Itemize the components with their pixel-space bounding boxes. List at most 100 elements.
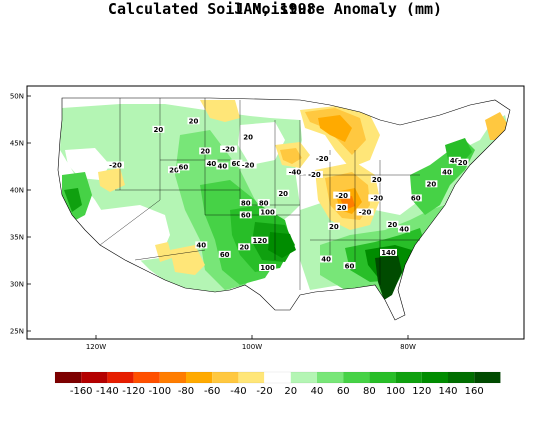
contour-label: 80 (259, 199, 269, 207)
contour-label: 20 (337, 204, 347, 212)
contour-label: 20 (189, 118, 199, 126)
contour-label: -20 (109, 162, 122, 170)
legend-swatch (212, 372, 239, 383)
contour-label-bg (242, 133, 255, 141)
contour-label: 60 (241, 212, 251, 220)
contour-label: 60 (345, 262, 355, 270)
legend-swatch (317, 372, 344, 383)
contour-label-bg (380, 248, 397, 256)
map-frame (26, 85, 525, 340)
legend-label: 140 (438, 386, 457, 397)
contour-label-bg (386, 220, 399, 228)
lat-tick-label: 30N (10, 281, 24, 289)
legend-label: -120 (122, 386, 145, 397)
anomaly-region-140-160-southeast (375, 255, 402, 300)
anomaly-region-near-zero-southwest (98, 205, 170, 262)
contour-label-bg (448, 156, 461, 164)
contour-label: 60 (411, 195, 421, 203)
contour-label: 80 (241, 199, 251, 207)
contour-label-bg (409, 194, 422, 202)
contour-label: -20 (316, 155, 329, 163)
lon-tick-label: 100W (242, 343, 262, 351)
color-legend: -160 -140 -120 -100 -80 -60 -40 -20 20 40 60 80 100 1… (54, 371, 501, 397)
contour-label: 60 (232, 160, 242, 168)
contour-label: -20 (359, 209, 372, 217)
contour-label: 20 (427, 181, 437, 189)
map-title: Calculated Soil Moisture Anomaly (mm) (107, 0, 443, 18)
contour-label-bg (327, 222, 340, 230)
anomaly-region-near-zero-plains (238, 122, 285, 165)
contour-label-bg (195, 241, 208, 249)
legend-swatch (264, 371, 292, 384)
contour-label-bg (251, 236, 269, 244)
contour-label: -20 (335, 192, 348, 200)
contour-label: 20 (243, 134, 253, 142)
anomaly-region-minus-40-iowa (280, 148, 302, 164)
contour-label: 40 (207, 160, 217, 168)
contour-label-bg (320, 255, 333, 263)
contour-label-bg (168, 166, 180, 174)
contour-label-bg (177, 163, 190, 171)
contour-label: 20 (239, 243, 249, 251)
legend-label: -40 (230, 386, 246, 397)
latitude-axis: 50N 45N 40N 35N 30N 25N (10, 93, 31, 336)
legend-border (54, 371, 501, 384)
contour-label-bg (238, 243, 251, 251)
anomaly-region-80-100-california (64, 188, 82, 212)
map-graticule-and-borders (57, 97, 511, 321)
contour-label-bg (259, 263, 277, 271)
contour-label-bg (425, 180, 438, 188)
lat-tick-label: 50N (10, 93, 24, 101)
contour-label: 60 (178, 164, 188, 172)
legend-swatch (133, 372, 160, 383)
legend-swatch (290, 372, 317, 383)
contour-label-bg (152, 125, 165, 133)
anomaly-region-minus-20-northern-plains (200, 100, 240, 122)
map-subtitle: JAN, 1998 (234, 0, 316, 18)
legend-swatch (55, 372, 82, 383)
lon-tick-label: 80W (400, 343, 416, 351)
lat-tick-label: 40N (10, 187, 24, 195)
contour-label: 40 (442, 168, 452, 176)
contour-label-bg (220, 145, 238, 153)
contour-label: 20 (169, 166, 179, 174)
legend-swatch (186, 372, 213, 383)
contour-label-bg (205, 159, 218, 167)
contour-label-bg (199, 147, 212, 155)
contour-label-bg (398, 225, 411, 233)
contour-label-bg (343, 262, 356, 270)
legend-label: -160 (70, 386, 93, 397)
contour-label-bg (230, 159, 243, 167)
contour-label-bg (356, 208, 374, 216)
longitude-axis: 120W 100W 80W (86, 335, 416, 351)
legend-swatch (395, 372, 422, 383)
contour-label: 20 (329, 223, 339, 231)
contour-label-bg (286, 168, 304, 176)
legend-swatch (238, 372, 265, 383)
contour-label-bg (456, 158, 469, 166)
legend-label: -140 (96, 386, 119, 397)
legend-label: -60 (204, 386, 220, 397)
anomaly-region-minus-20-rockies (170, 245, 205, 275)
contour-label-bg (368, 194, 386, 202)
contour-label: 20 (388, 221, 398, 229)
legend-label: 20 (284, 386, 297, 397)
contour-label-bg (441, 168, 453, 176)
legend-label: 80 (363, 386, 376, 397)
contour-label-bg (239, 211, 252, 219)
contour-label: 100 (260, 209, 275, 217)
anomaly-region-minus-20-arizona (155, 242, 172, 262)
contour-label-bg (216, 162, 229, 170)
legend-label: 160 (465, 386, 484, 397)
contour-label-bg (187, 117, 200, 125)
ocean-and-outside-us-mask (27, 86, 524, 339)
us-outline (57, 97, 511, 321)
contour-label-bg (239, 199, 252, 207)
contour-label: 20 (372, 176, 382, 184)
contour-label-bg (239, 161, 257, 169)
contour-label: 100 (260, 264, 275, 272)
anomaly-region-minus-20-great-basin (98, 168, 125, 192)
contour-label: 40 (321, 256, 331, 264)
contour-label-bg (259, 208, 277, 216)
